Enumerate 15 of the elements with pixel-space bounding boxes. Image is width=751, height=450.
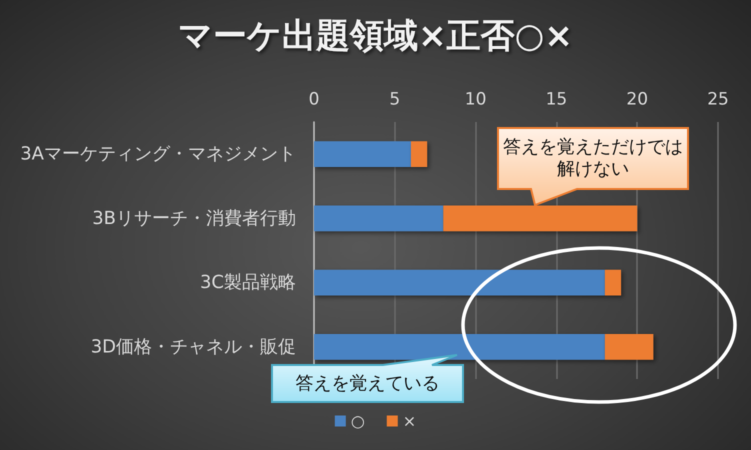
x-tick-label: 10 xyxy=(464,90,486,110)
y-tick-label: 3Bリサーチ・消費者行動 xyxy=(92,208,296,229)
annotation: 答えを覚えている xyxy=(296,372,440,395)
y-tick-label: 3Aマーケティング・マネジメント xyxy=(20,144,296,165)
x-tick-label: 5 xyxy=(389,90,400,110)
legend-label: ○ xyxy=(350,412,365,430)
chart-title: マーケ出題領域×正否○× xyxy=(178,16,573,56)
y-tick-label: 3D価格・チャネル・販促 xyxy=(90,336,296,358)
legend-label: × xyxy=(402,412,416,430)
x-tick-label: 15 xyxy=(546,90,568,110)
y-tick-label: 3C製品戦略 xyxy=(200,272,296,294)
annotation: 答えを覚えただけでは解けない xyxy=(502,136,684,181)
x-tick-label: 25 xyxy=(707,90,729,110)
x-tick-label: 20 xyxy=(626,90,648,110)
x-tick-label: 0 xyxy=(308,90,320,110)
